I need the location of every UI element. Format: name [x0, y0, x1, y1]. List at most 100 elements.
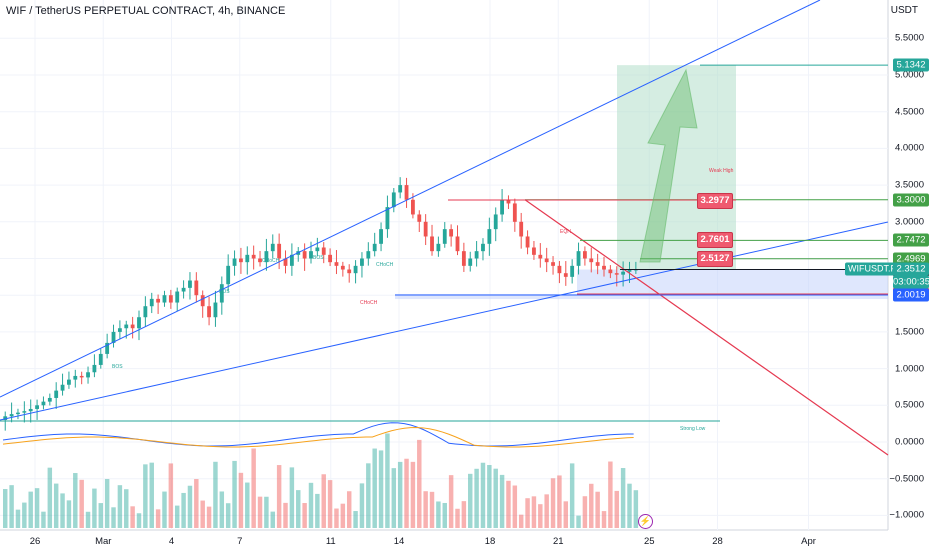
candle-body: [532, 247, 536, 255]
lower-trendline: [0, 221, 889, 421]
price-axis-label: 0.5000: [894, 399, 924, 411]
candle-body: [245, 254, 250, 263]
candle-body: [251, 254, 256, 259]
candle-body: [67, 379, 71, 385]
volume-bar: [85, 511, 91, 528]
candle-body: [54, 390, 59, 398]
level-box-weak-high[interactable]: 3.2977: [697, 192, 733, 209]
volume-bar: [557, 475, 562, 528]
price-axis-label: 5.5000: [894, 32, 924, 44]
candle-body: [551, 262, 555, 266]
candle-body: [372, 243, 377, 252]
candle-body: [474, 251, 479, 259]
volume-bar: [162, 491, 167, 528]
chart-title: WIF / TetherUS PERPETUAL CONTRACT, 4h, B…: [6, 5, 286, 17]
last-price-tag: 2.3512: [893, 262, 929, 276]
price-axis-label: 3.0000: [894, 216, 924, 228]
volume-bar: [385, 433, 390, 528]
candle-body: [41, 401, 46, 406]
volume-bar: [257, 496, 263, 528]
candle-body: [404, 185, 409, 200]
volume-bar: [3, 489, 8, 528]
candle-body: [194, 280, 199, 296]
candle-body: [92, 364, 97, 373]
demand-zone-lower: [395, 293, 888, 300]
candle-body: [149, 298, 154, 307]
bar-countdown: 03:00:35: [893, 275, 930, 289]
strong-low-label: Strong Low: [680, 426, 706, 432]
volume-bar: [238, 472, 244, 528]
time-axis-label: 25: [643, 536, 655, 547]
demand-zone: [577, 269, 888, 294]
candle-body: [614, 273, 619, 275]
volume-bar: [595, 491, 600, 528]
volume-bar: [289, 467, 295, 528]
volume-bar: [550, 478, 556, 528]
upper-trendline: [0, 0, 821, 398]
currency-label: USDT: [890, 5, 918, 16]
volume-bar: [155, 509, 161, 528]
candle-body: [398, 185, 403, 193]
volume-bar: [315, 493, 320, 528]
candle-body: [340, 265, 345, 270]
candle-body: [124, 324, 129, 329]
candle-body: [16, 412, 20, 415]
candle-body: [200, 295, 205, 307]
candle-body: [582, 251, 587, 259]
level-box-upper[interactable]: 2.7601: [697, 232, 733, 249]
time-axis-label: 26: [29, 536, 41, 547]
lightning-icon[interactable]: ⚡: [638, 514, 653, 529]
candle-body: [481, 243, 485, 252]
candle-body: [175, 291, 180, 303]
candle-body: [557, 265, 562, 274]
volume-bar: [327, 480, 333, 528]
oscillator-line-blue: [2, 422, 634, 447]
candle-body: [137, 317, 141, 329]
price-axis-label: −0.5000: [889, 473, 924, 485]
volume-bar: [264, 496, 269, 528]
price-axis-label: 1.0000: [894, 363, 924, 375]
volume-bar: [34, 488, 40, 528]
level-box-lower[interactable]: 2.5127: [697, 250, 733, 267]
eqh-label: EQH: [560, 229, 571, 235]
volume-bar: [296, 490, 301, 528]
volume-bar: [633, 490, 639, 528]
volume-bar: [359, 483, 365, 528]
bos-label: BOS: [112, 364, 123, 370]
candle-body: [442, 229, 447, 244]
candle-body: [86, 372, 90, 378]
volume-bar: [455, 508, 460, 528]
candle-body: [277, 243, 282, 259]
candle-body: [423, 221, 428, 237]
volume-bar: [225, 503, 231, 528]
volume-bar: [506, 480, 511, 528]
candle-body: [544, 258, 549, 263]
candle-body: [468, 258, 473, 266]
volume-bar: [353, 511, 358, 528]
candle-body: [602, 265, 606, 270]
volume-bar: [174, 505, 180, 528]
price-axis-label: −1.0000: [889, 509, 924, 521]
bos-label: BOS: [219, 289, 230, 295]
candle-body: [570, 265, 575, 277]
candle-body: [608, 269, 613, 274]
price-level-tag: 5.1342: [893, 58, 929, 72]
candle-body: [130, 324, 135, 329]
volume-bar: [181, 492, 186, 528]
volume-bar: [563, 501, 569, 528]
candle-body: [449, 229, 454, 237]
candle-body: [512, 203, 517, 222]
choch-label: CHoCH: [262, 258, 280, 264]
candle-body: [519, 221, 524, 237]
volume-bar: [136, 513, 142, 528]
time-axis-label: 7: [237, 536, 243, 547]
volume-bar: [149, 462, 154, 528]
volume-bar: [219, 491, 225, 528]
volume-bar: [111, 507, 116, 528]
volume-bar: [429, 491, 435, 528]
candle-body: [168, 295, 173, 303]
volume-bar: [206, 506, 212, 528]
volume-bar: [461, 501, 467, 528]
